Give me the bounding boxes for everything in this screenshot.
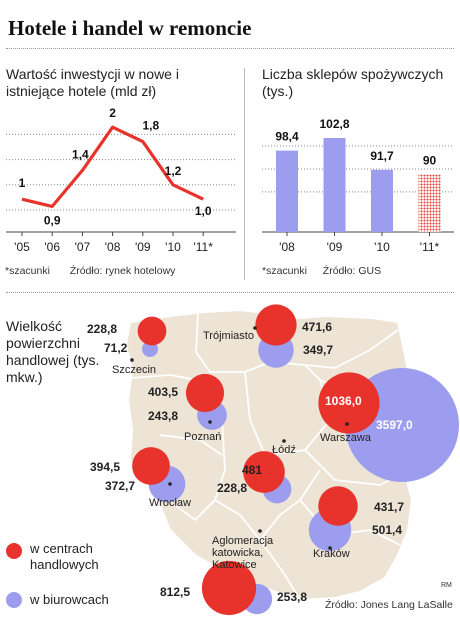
bar-value-label: 91,7 — [370, 149, 394, 163]
line-x-tick-label: '11* — [193, 240, 213, 254]
city-dot-poznan — [208, 420, 212, 424]
city-dot-lodz — [282, 439, 286, 443]
katowice-office-value: 253,8 — [277, 590, 308, 604]
bar — [371, 169, 393, 232]
line-value-label: 2 — [109, 106, 116, 120]
legend-office-swatch — [6, 592, 22, 608]
bar-value-label: 98,4 — [275, 130, 299, 144]
line-x-tick-label: '06 — [44, 240, 60, 254]
trojmiasto-retail-value: 471,6 — [302, 320, 333, 334]
lodz-office-value: 228,8 — [217, 481, 248, 495]
city-dot-szczecin — [130, 358, 134, 362]
bar-chart-bars — [276, 138, 441, 232]
line-chart: 1 0,9 1,4 2 1,8 1,2 1,0 '05 '06 '07 '08 '09 '10 '11* — [6, 106, 236, 254]
bar-source: Źródło: GUS — [322, 265, 382, 277]
line-value-label: 0,9 — [44, 213, 61, 227]
szczecin-office-value: 71,2 — [104, 341, 128, 355]
bubble-retail — [137, 316, 167, 346]
krakow-name: Kraków — [313, 548, 350, 560]
legend-office-label: w biurowcach — [30, 592, 109, 607]
line-series-hotele — [21, 125, 204, 208]
city-dot-wroclaw — [168, 482, 172, 486]
line-chart-gridlines — [6, 133, 236, 233]
warszawa-retail-value: 1036,0 — [325, 394, 362, 408]
bar-x-tick-label: '10 — [374, 240, 390, 254]
line-x-tick-label: '05 — [14, 240, 30, 254]
line-x-tick-label: '10 — [165, 240, 181, 254]
bubble-retail — [255, 304, 297, 346]
bubble-retail — [318, 372, 380, 434]
bar-chart-title: Liczba sklepów spożywczych (tys.) — [262, 66, 444, 99]
bubble-retail — [185, 373, 225, 413]
line-footnote: *szacunki — [5, 265, 50, 277]
line-value-label: 1,0 — [195, 204, 212, 218]
page-title: Hotele i handel w remoncie — [8, 16, 252, 40]
line-chart-x-ticks: '05 '06 '07 '08 '09 '10 '11* — [14, 232, 213, 254]
bar-value-label: 102,8 — [319, 117, 349, 131]
city-bubbles — [132, 304, 459, 616]
warszawa-office-value: 3597,0 — [376, 418, 413, 432]
poznan-retail-value: 403,5 — [148, 385, 179, 399]
map-title: Wielkość powierzchni handlowej (tys. mkw… — [6, 318, 100, 385]
line-value-label: 1 — [19, 176, 26, 190]
bar-x-tick-label: '09 — [327, 240, 343, 254]
krakow-retail-value: 431,7 — [374, 500, 405, 514]
line-source: Źródło: rynek hotelowy — [69, 265, 176, 277]
bubble-retail — [318, 486, 358, 526]
bar — [276, 150, 298, 232]
trojmiasto-name: Trójmiasto — [203, 330, 254, 342]
city-dot-warszawa — [345, 422, 349, 426]
bar-value-label: 90 — [423, 154, 437, 168]
bar-x-tick-label: '08 — [279, 240, 295, 254]
wroclaw-name: Wrocław — [149, 497, 191, 509]
warszawa-name: Warszawa — [320, 432, 371, 444]
city-dot-trojmiasto — [253, 326, 257, 330]
line-chart-value-labels: 1 0,9 1,4 2 1,8 1,2 1,0 — [19, 106, 212, 227]
szczecin-retail-value: 228,8 — [87, 322, 118, 336]
legend-retail-swatch — [6, 543, 22, 559]
bar — [323, 138, 346, 232]
line-value-label: 1,2 — [165, 164, 182, 178]
poznan-name: Poznań — [184, 431, 222, 443]
city-dot-krakow — [328, 546, 332, 550]
lodz-retail-value: 481 — [242, 463, 263, 477]
katowice-retail-value: 812,5 — [160, 585, 191, 599]
city-markers — [130, 326, 349, 550]
line-value-label: 1,4 — [72, 147, 89, 161]
trojmiasto-office-value: 349,7 — [303, 343, 334, 357]
bar-chart-value-labels: 98,4 102,8 91,7 90 — [275, 117, 436, 168]
szczecin-name: Szczecin — [112, 364, 157, 376]
lodz-name: Łódź — [272, 444, 296, 456]
line-x-tick-label: '08 — [105, 240, 121, 254]
charts-separator — [244, 68, 245, 280]
bar-chart: 98,4 102,8 91,7 90 '08 '09 '10 '11* — [262, 117, 454, 254]
title-divider — [6, 48, 454, 49]
line-x-tick-label: '09 — [135, 240, 151, 254]
line-value-label: 1,8 — [142, 119, 159, 133]
map-source: Źródło: Jones Lang LaSalle — [325, 599, 453, 611]
line-x-tick-label: '07 — [75, 240, 91, 254]
wroclaw-office-value: 372,7 — [105, 479, 136, 493]
wroclaw-retail-value: 394,5 — [90, 460, 121, 474]
bar-footnote: *szacunki — [262, 265, 307, 277]
bar-estimate — [418, 174, 441, 232]
credit: RM — [441, 582, 452, 589]
bubble-retail — [201, 560, 257, 616]
section-divider — [6, 292, 454, 293]
katowice-name: Aglomeracja katowicka, Katowice — [212, 535, 274, 571]
bubble-retail — [132, 447, 170, 485]
city-dot-katowice — [258, 529, 262, 533]
poznan-office-value: 243,8 — [148, 409, 179, 423]
line-chart-title: Wartość inwestycji w nowe i istniejące h… — [6, 66, 179, 99]
krakow-office-value: 501,4 — [372, 523, 403, 537]
bar-chart-x-ticks: '08 '09 '10 '11* — [279, 232, 440, 254]
legend-retail-label: w centrach handlowych — [30, 541, 99, 572]
bar-x-tick-label: '11* — [420, 240, 440, 254]
line-chart-series — [21, 125, 204, 208]
bubble-retail — [243, 451, 285, 493]
